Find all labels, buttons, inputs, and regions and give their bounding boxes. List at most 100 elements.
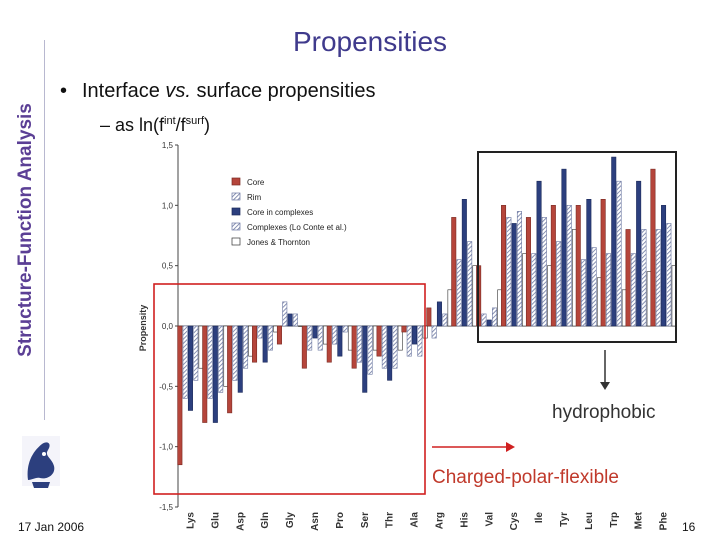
hydrophobic-box — [477, 151, 677, 343]
sub-sup-surf: surf — [185, 115, 205, 127]
charged-polar-flexible-box — [153, 283, 426, 495]
bar-gly-s3 — [287, 313, 293, 327]
charged-arrow-head-icon — [506, 442, 515, 452]
legend-label-1: Core — [247, 178, 265, 187]
x-tick-label-ile: Ile — [534, 512, 545, 524]
bar-cys-s3 — [511, 223, 517, 327]
bar-arg-s3 — [436, 301, 442, 327]
y-tick-label: -1,0 — [159, 443, 173, 452]
legend-label-3: Core in complexes — [247, 208, 313, 217]
bar-met-s1 — [625, 229, 631, 327]
bar-gln-s2 — [257, 325, 263, 339]
sub-mid: /f — [175, 115, 186, 135]
y-tick-label: 1,0 — [162, 201, 174, 210]
x-tick-label-val: Val — [484, 512, 495, 527]
bar-pro-s4 — [342, 325, 348, 333]
bar-met-s3 — [636, 180, 642, 327]
bar-thr-s4 — [392, 325, 398, 369]
bullet-line: • Interface vs. surface propensities — [60, 80, 376, 103]
bar-phe-s1 — [650, 168, 656, 327]
bar-gly-s4 — [292, 313, 298, 327]
sub-suffix: ) — [204, 115, 211, 135]
bar-leu-s2 — [581, 259, 587, 327]
bullet-prefix: Interface — [82, 80, 166, 102]
x-tick-label-leu: Leu — [584, 512, 595, 530]
y-tick-label: -1,5 — [159, 503, 173, 512]
bar-gln-s4 — [267, 325, 273, 351]
bar-glu-s4 — [218, 325, 224, 393]
bar-thr-s5 — [397, 325, 403, 351]
bar-phe-s4 — [666, 223, 672, 327]
bar-his-s2 — [456, 259, 462, 327]
bar-leu-s3 — [586, 199, 592, 327]
bar-arg-s4 — [442, 313, 448, 327]
bar-ala-s4 — [417, 325, 423, 357]
y-tick-label: 1,5 — [162, 141, 174, 150]
bar-ile-s3 — [536, 180, 542, 327]
bar-pro-s2 — [332, 325, 338, 345]
bar-asn-s1 — [301, 325, 307, 369]
y-tick-label: -0,5 — [159, 382, 173, 391]
bar-glu-s3 — [212, 325, 218, 423]
bar-lys-s1 — [177, 325, 183, 466]
bar-met-s4 — [641, 229, 647, 327]
legend-swatch-2 — [231, 192, 241, 201]
x-tick-label-trp: Trp — [609, 512, 620, 528]
bar-val-s2 — [481, 313, 487, 327]
bar-asp-s1 — [227, 325, 233, 414]
bar-leu-s1 — [575, 205, 581, 327]
y-tick-label: 0,0 — [162, 322, 174, 331]
bar-ile-s4 — [541, 217, 547, 327]
bar-his-s1 — [451, 217, 457, 327]
bar-phe-s2 — [655, 229, 661, 327]
bar-cys-s2 — [506, 217, 512, 327]
x-tick-label-phe: Phe — [659, 512, 670, 531]
bar-gln-s3 — [262, 325, 268, 363]
bar-asp-s3 — [237, 325, 243, 393]
bar-met-s2 — [630, 253, 636, 327]
bullet-dot: • — [60, 80, 68, 102]
hydrophobic-arrow-head-icon — [600, 382, 610, 390]
bar-ala-s3 — [412, 325, 418, 345]
bar-ser-s2 — [356, 325, 362, 363]
x-tick-label-pro: Pro — [335, 512, 346, 529]
x-tick-label-met: Met — [634, 511, 645, 529]
charged-polar-flexible-label: Charged-polar-flexible — [432, 467, 619, 488]
x-tick-label-ala: Ala — [410, 512, 421, 528]
legend-label-2: Rim — [247, 193, 262, 202]
bar-thr-s1 — [376, 325, 382, 357]
sub-bullet-line: – as ln(fint/fsurf) — [100, 115, 210, 136]
bar-arg-s2 — [431, 325, 437, 339]
x-tick-label-thr: Thr — [385, 512, 396, 528]
legend-swatch-1 — [231, 177, 241, 186]
bar-pro-s1 — [326, 325, 332, 363]
x-tick-label-cys: Cys — [509, 512, 520, 531]
x-tick-label-his: His — [459, 512, 470, 528]
bar-phe-s3 — [661, 205, 667, 327]
legend-label-4: Complexes (Lo Conte et al.) — [247, 223, 347, 232]
x-tick-label-lys: Lys — [185, 512, 196, 529]
bar-lys-s4 — [193, 325, 199, 381]
footer-date: 17 Jan 2006 — [18, 520, 85, 534]
bar-glu-s1 — [202, 325, 208, 423]
bar-ile-s1 — [525, 217, 531, 327]
y-tick-label: 0,5 — [162, 262, 174, 271]
y-axis-label: Propensity — [138, 305, 148, 352]
x-tick-label-gln: Gln — [260, 512, 271, 529]
hydrophobic-label: hydrophobic — [552, 402, 656, 423]
bar-trp-s2 — [605, 253, 611, 327]
legend-swatch-5 — [231, 237, 241, 246]
page-number: 16 — [682, 520, 696, 534]
bar-tyr-s3 — [561, 168, 567, 327]
bar-ser-s3 — [362, 325, 368, 393]
bar-val-s3 — [486, 319, 492, 327]
bar-arg-s1 — [426, 307, 432, 327]
bar-gly-s2 — [282, 301, 288, 327]
bar-cys-s4 — [516, 211, 522, 327]
bar-thr-s2 — [381, 325, 387, 369]
bar-cys-s1 — [501, 205, 507, 327]
bar-tyr-s4 — [566, 205, 572, 327]
bar-tyr-s2 — [556, 241, 562, 327]
bar-trp-s4 — [616, 180, 622, 327]
bar-glu-s2 — [207, 325, 213, 399]
